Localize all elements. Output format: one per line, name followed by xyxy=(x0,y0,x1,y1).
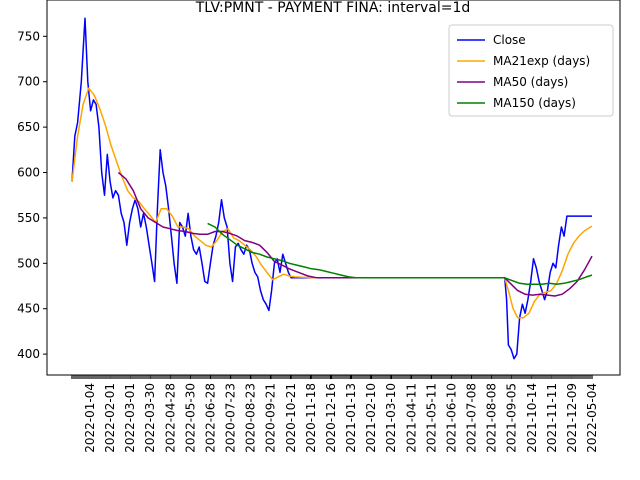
x-tick-label: 2022-05-30 xyxy=(183,383,197,453)
x-tick-label: 2020-10-21 xyxy=(284,383,298,453)
x-tick-label: 2020-07-23 xyxy=(224,383,238,453)
x-tick-label: 2022-04-28 xyxy=(163,383,177,453)
x-axis: 2022-01-04 2022-02-01 2022-03-01 2022-03-30… xyxy=(71,375,599,453)
x-tick-label: 2022-06-28 xyxy=(203,383,217,453)
legend: Close MA21exp (days) MA50 (days) MA150 (day… xyxy=(448,24,614,117)
y-tick-label: 550 xyxy=(17,211,40,225)
x-tick-label: 2021-11-11 xyxy=(545,383,559,453)
x-tick-label: 2020-11-18 xyxy=(304,383,318,453)
x-tick-label: 2021-05-11 xyxy=(424,383,438,453)
x-tick-label: 2020-12-16 xyxy=(324,383,338,453)
legend-label: MA21exp (days) xyxy=(493,54,590,68)
series-line-0 xyxy=(71,17,592,360)
x-tick-label: 2022-03-01 xyxy=(123,383,137,453)
series-lines xyxy=(71,17,593,360)
x-tick-label: 2021-09-05 xyxy=(505,383,519,453)
x-tick-label: 2021-04-11 xyxy=(404,383,418,453)
x-tick-label: 2021-06-10 xyxy=(444,383,458,453)
series-line-2 xyxy=(117,171,593,297)
legend-box xyxy=(448,24,614,117)
legend-label: MA150 (days) xyxy=(493,96,576,110)
series-line-1 xyxy=(71,87,593,319)
series-line-3 xyxy=(207,222,593,285)
x-tick-label: 2021-02-10 xyxy=(364,383,378,453)
x-tick-label: 2021-07-08 xyxy=(465,383,479,453)
y-tick-label: 600 xyxy=(17,166,40,180)
y-tick-label: 500 xyxy=(17,256,40,270)
x-tick-label: 2021-12-09 xyxy=(565,383,579,453)
legend-label: MA50 (days) xyxy=(493,75,568,89)
x-tick-label: 2022-05-04 xyxy=(585,383,599,453)
y-axis: 400 450 500 550 600 650 700 750 xyxy=(17,29,47,361)
x-tick-label: 2022-02-01 xyxy=(103,383,117,453)
y-tick-label: 750 xyxy=(17,29,40,43)
legend-label: Close xyxy=(493,33,526,47)
y-tick-label: 450 xyxy=(17,302,40,316)
chart-title: TLV:PMNT - PAYMENT FINA: interval=1d xyxy=(195,0,471,16)
x-tick-label: 2020-09-21 xyxy=(264,383,278,453)
x-tick-label: 2020-08-23 xyxy=(244,383,258,453)
x-tick-label: 2021-08-08 xyxy=(485,383,499,453)
x-tick-label: 2021-03-10 xyxy=(384,383,398,453)
x-tick-label: 2021-01-13 xyxy=(344,383,358,453)
x-tick-label: 2022-01-04 xyxy=(83,383,97,453)
x-tick-label: 2022-03-30 xyxy=(143,383,157,453)
x-tick-label: 2021-10-14 xyxy=(525,383,539,453)
y-tick-label: 700 xyxy=(17,75,40,89)
y-tick-label: 650 xyxy=(17,120,40,134)
y-tick-label: 400 xyxy=(17,347,40,361)
